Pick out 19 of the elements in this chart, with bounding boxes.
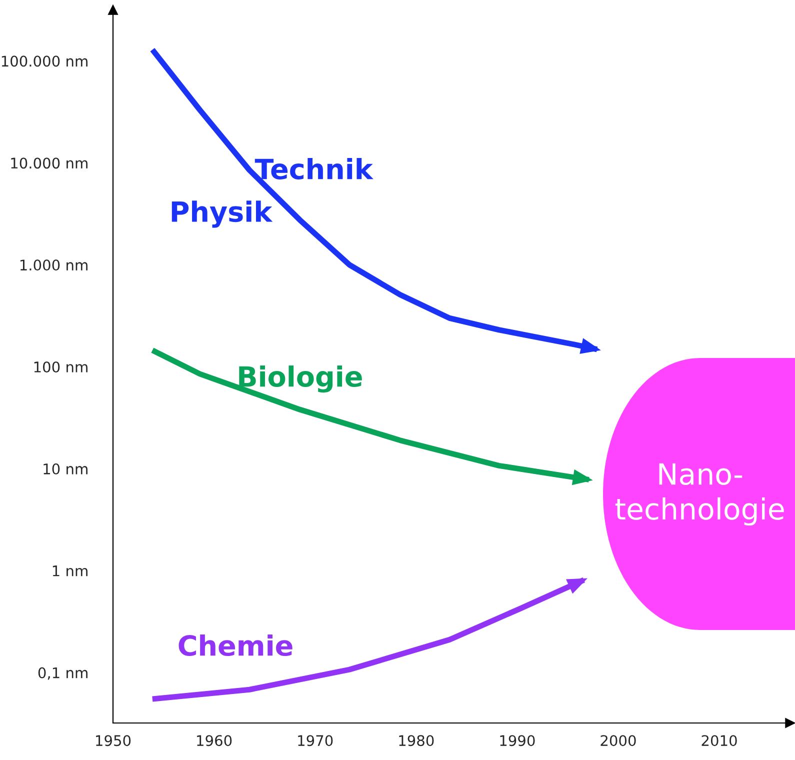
x-tick-label: 2000 xyxy=(600,735,636,746)
y-tick-label: 100 nm xyxy=(34,361,88,372)
x-tick-label: 1980 xyxy=(399,735,434,746)
y-tick-label: 1.000 nm xyxy=(20,260,88,271)
annotation: Nano- technologie xyxy=(615,463,784,526)
series-label: Biologie xyxy=(239,365,362,393)
annotation: Physik xyxy=(172,200,273,228)
y-tick-label: 10 nm xyxy=(44,463,88,474)
y-tick-label: 10.000 nm xyxy=(11,158,88,169)
x-tick-label: 1990 xyxy=(500,735,535,746)
series-label: Technik xyxy=(254,158,374,180)
y-tick-label: 100.000 nm xyxy=(2,56,88,67)
y-tick-label: 0,1 nm xyxy=(38,667,88,680)
x-tick-label: 1970 xyxy=(298,735,333,746)
x-tick-label: 1960 xyxy=(197,735,232,746)
x-tick-label: 2010 xyxy=(702,735,737,746)
y-tick-label: 1 nm xyxy=(52,566,88,576)
series-label: Chemie xyxy=(178,634,292,656)
x-tick-label: 1950 xyxy=(96,735,131,746)
